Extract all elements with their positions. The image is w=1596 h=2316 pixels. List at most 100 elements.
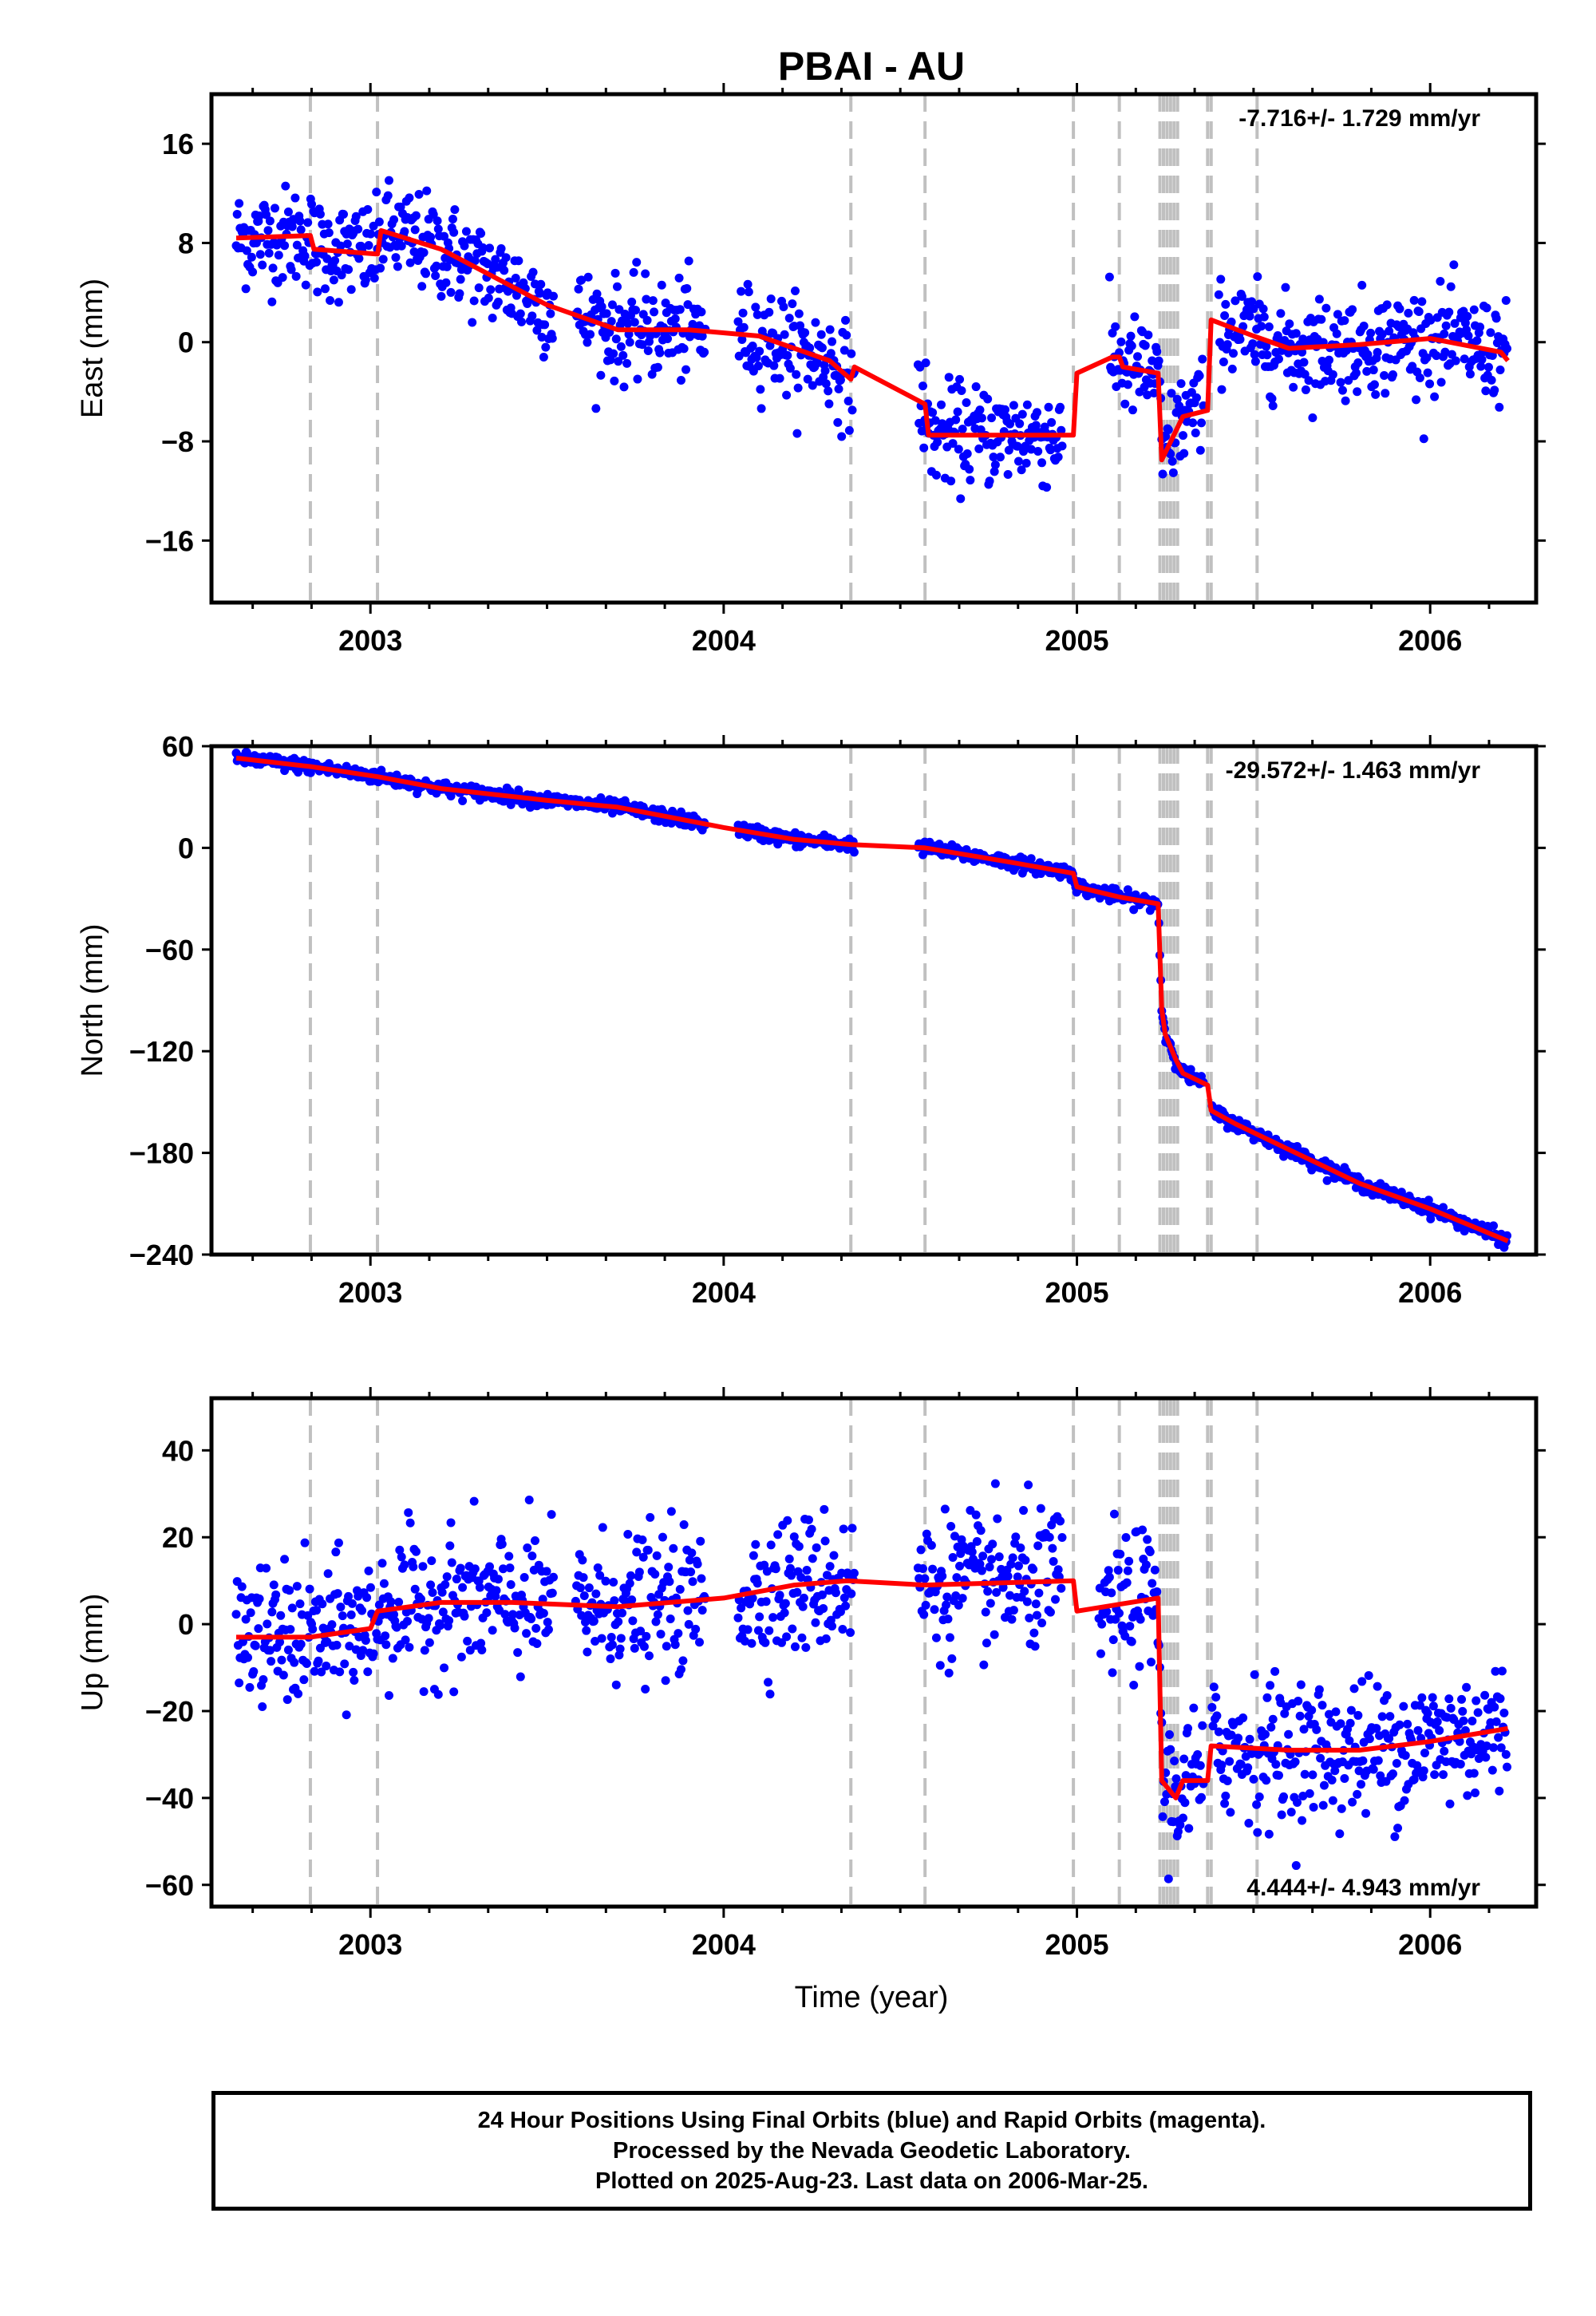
data-point: [802, 1566, 812, 1575]
data-point: [652, 1551, 662, 1560]
data-point: [821, 1634, 831, 1643]
data-point: [697, 307, 706, 317]
data-point: [994, 1552, 1004, 1562]
data-point: [501, 253, 511, 263]
data-point: [921, 358, 930, 368]
data-point: [950, 1531, 959, 1541]
data-point: [255, 1594, 264, 1603]
data-point: [602, 309, 611, 318]
data-point: [1221, 299, 1231, 309]
data-point: [1420, 1748, 1429, 1757]
data-point: [610, 1596, 619, 1606]
data-point: [1262, 1693, 1272, 1702]
model-line: [235, 227, 1510, 463]
data-point: [312, 257, 322, 267]
data-point: [737, 287, 746, 296]
data-point: [817, 1590, 827, 1599]
data-point: [1476, 322, 1485, 332]
data-point: [1188, 418, 1198, 428]
data-point: [1104, 1572, 1114, 1582]
data-point: [1432, 1717, 1442, 1726]
data-point: [1487, 375, 1496, 385]
data-point: [1294, 1696, 1303, 1705]
data-point: [1264, 1829, 1274, 1839]
data-point: [842, 330, 851, 340]
data-point: [596, 370, 606, 380]
data-point: [1336, 377, 1345, 387]
data-point: [650, 307, 659, 317]
data-point: [1365, 1734, 1374, 1744]
data-point: [628, 1616, 638, 1626]
data-point: [966, 476, 975, 485]
data-point: [577, 1611, 587, 1620]
data-point: [979, 1660, 989, 1670]
data-point: [291, 271, 301, 281]
data-point: [1444, 307, 1454, 317]
data-point: [808, 381, 817, 390]
data-point: [452, 1575, 461, 1584]
data-point: [300, 1538, 310, 1547]
data-point: [747, 1638, 757, 1648]
data-point: [331, 1547, 341, 1557]
data-point: [665, 1577, 674, 1587]
data-point: [771, 1564, 780, 1574]
data-point: [1495, 402, 1504, 412]
data-point: [990, 460, 1000, 469]
data-point: [1349, 1684, 1359, 1694]
data-point: [1173, 1827, 1183, 1836]
data-point: [1336, 1719, 1345, 1729]
data-point: [663, 334, 673, 343]
data-point: [666, 1614, 675, 1624]
data-point: [1245, 1734, 1254, 1744]
data-point: [1482, 303, 1491, 313]
data-point: [478, 243, 488, 252]
data-point: [411, 211, 421, 220]
data-point: [1148, 1579, 1157, 1588]
data-point: [794, 309, 804, 318]
data-point: [1489, 1221, 1499, 1231]
data-point: [1377, 330, 1387, 339]
data-point: [1430, 1770, 1440, 1780]
data-point: [753, 310, 762, 319]
data-point: [513, 1648, 523, 1658]
data-point: [437, 1587, 447, 1597]
data-point: [836, 375, 845, 385]
data-point: [1172, 394, 1182, 404]
data-point: [947, 1654, 957, 1663]
data-point: [615, 1644, 625, 1654]
data-point: [540, 320, 550, 330]
data-point: [780, 1599, 790, 1608]
data-point: [1403, 1719, 1412, 1729]
data-point: [411, 1547, 421, 1556]
data-point: [824, 399, 834, 409]
y-tick-label: 0: [178, 832, 194, 864]
data-point: [1264, 322, 1274, 331]
data-point: [1141, 1560, 1151, 1570]
data-point: [794, 1542, 804, 1551]
data-point: [1007, 1614, 1017, 1624]
data-point: [280, 241, 290, 251]
data-point: [1143, 1535, 1152, 1544]
data-point: [1456, 1759, 1465, 1769]
data-point: [400, 1560, 409, 1570]
data-point: [1138, 1525, 1148, 1535]
data-point: [1104, 272, 1114, 282]
data-point: [807, 1524, 816, 1534]
data-points: [231, 748, 1511, 1252]
data-point: [1045, 445, 1055, 455]
data-point: [844, 425, 854, 435]
data-point: [427, 1556, 437, 1566]
data-point: [1198, 354, 1207, 364]
data-point: [1249, 1774, 1258, 1784]
data-point: [836, 1607, 845, 1616]
data-point: [346, 1610, 356, 1619]
data-point: [1279, 1152, 1289, 1161]
data-point: [1236, 1760, 1246, 1769]
data-point: [1353, 1789, 1362, 1799]
data-point: [1314, 294, 1324, 304]
data-point: [826, 349, 836, 358]
data-point: [614, 357, 623, 366]
data-point: [1472, 1696, 1481, 1705]
data-point: [951, 1591, 961, 1600]
data-point: [1009, 1606, 1018, 1615]
